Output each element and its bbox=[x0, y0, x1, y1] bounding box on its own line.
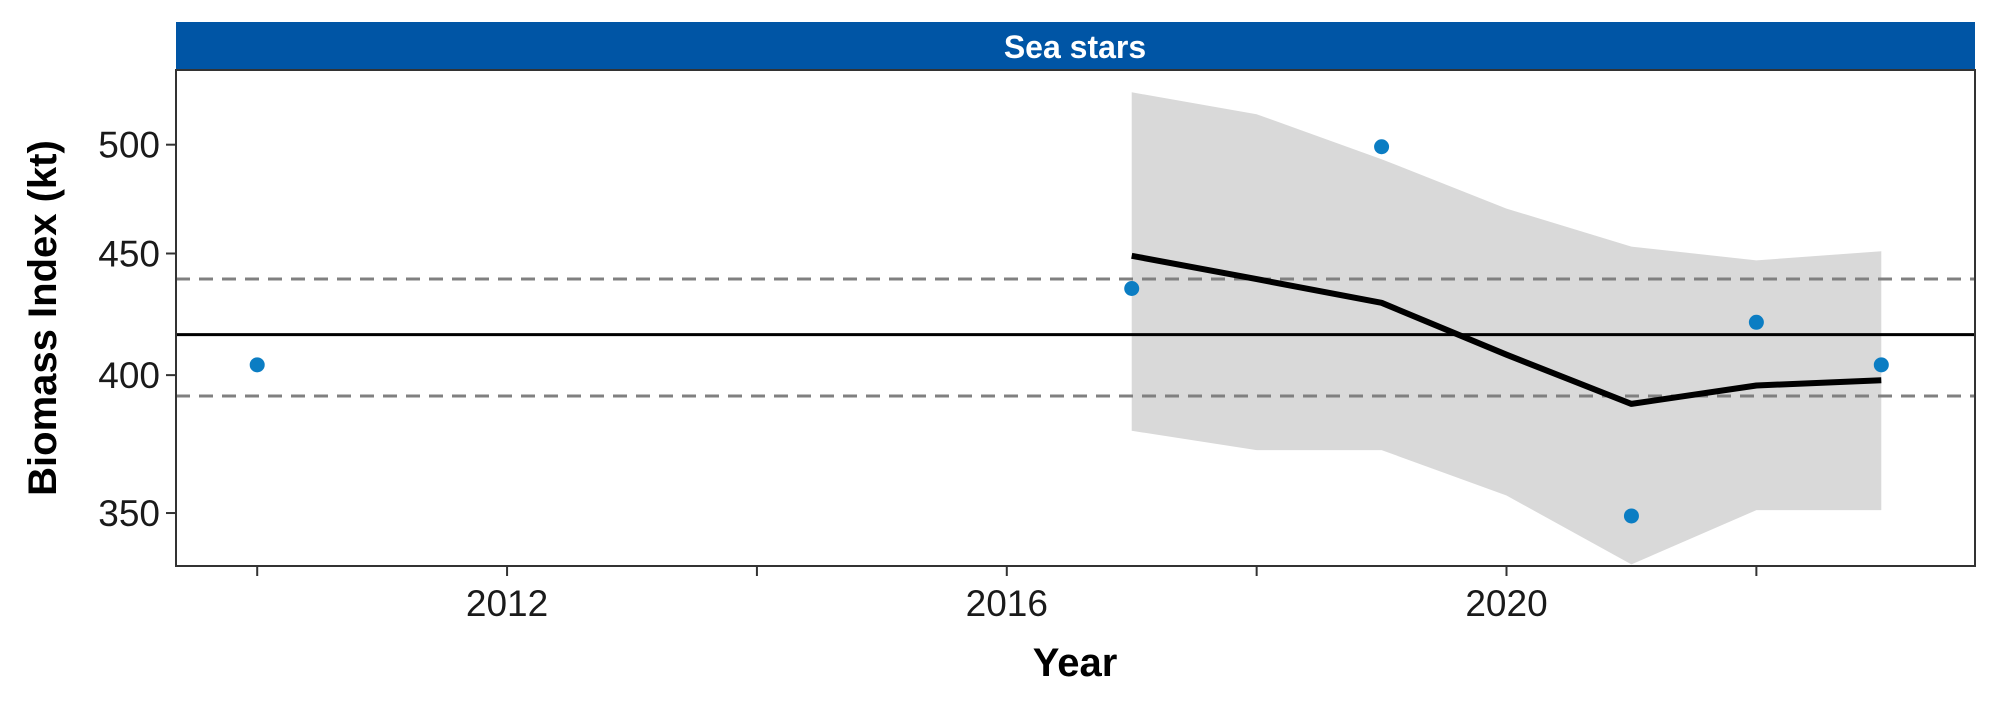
y-tick-label: 400 bbox=[98, 355, 160, 396]
data-point bbox=[1124, 281, 1140, 297]
x-tick-label: 2016 bbox=[966, 583, 1048, 624]
data-point bbox=[1748, 314, 1764, 330]
panel-border bbox=[175, 69, 1976, 567]
confidence-ribbon bbox=[1131, 92, 1882, 565]
x-tick-label: 2012 bbox=[466, 583, 548, 624]
x-axis-title: Year bbox=[1033, 641, 1118, 685]
strip-background bbox=[176, 22, 1975, 70]
x-tick-label: 2020 bbox=[1465, 583, 1547, 624]
y-tick-label: 450 bbox=[98, 233, 160, 274]
strip-label: Sea stars bbox=[1004, 29, 1146, 65]
y-axis-title: Biomass Index (kt) bbox=[21, 140, 65, 496]
data-point bbox=[249, 357, 265, 373]
trend-line bbox=[1131, 252, 1882, 407]
data-point bbox=[1873, 357, 1889, 373]
y-tick-label: 500 bbox=[98, 125, 160, 166]
data-point bbox=[1374, 139, 1390, 155]
y-tick-label: 350 bbox=[98, 493, 160, 534]
data-point bbox=[1623, 508, 1639, 524]
